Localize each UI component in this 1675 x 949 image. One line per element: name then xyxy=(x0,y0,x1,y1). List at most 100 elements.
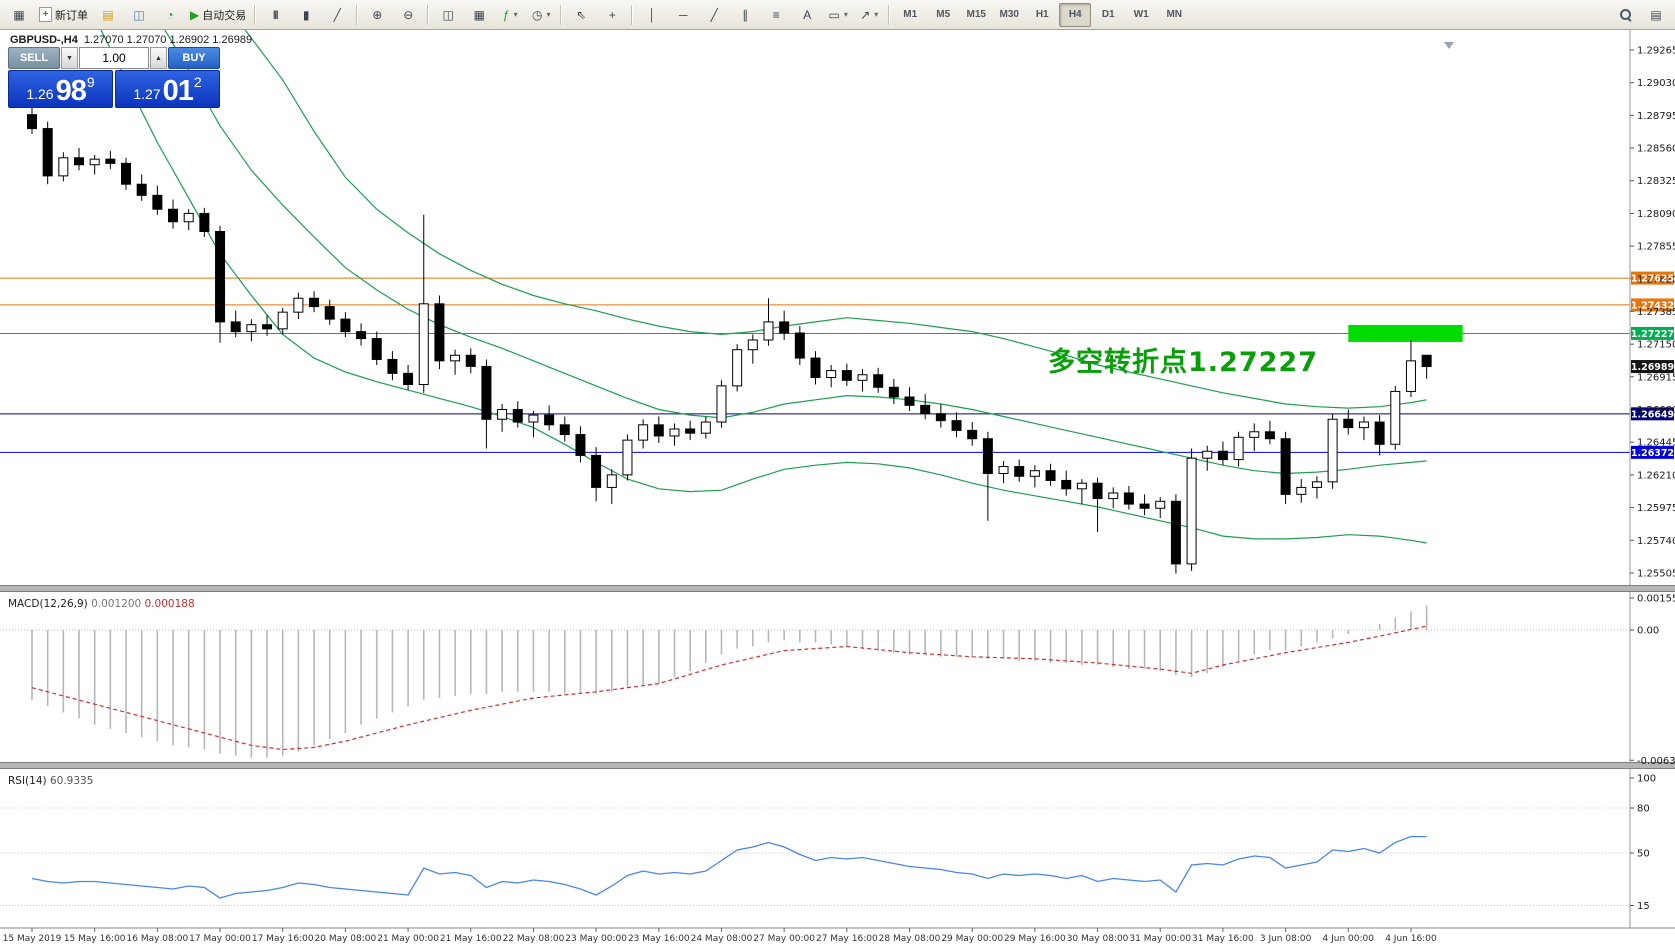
timeframe-h1[interactable]: H1 xyxy=(1035,9,1049,20)
volume-input[interactable] xyxy=(79,47,149,69)
price-tick-label: 1.25505 xyxy=(1637,568,1675,579)
panel-splitter[interactable] xyxy=(0,762,1675,769)
toolbar-separator xyxy=(356,4,359,25)
timeframe-h4[interactable]: H4 xyxy=(1059,2,1092,27)
timeframe-m15[interactable]: M15 xyxy=(966,9,986,20)
zoom-in-button[interactable]: ⊕ xyxy=(362,3,392,27)
rsi-line xyxy=(31,835,1427,899)
price-tag xyxy=(1631,298,1674,312)
volume-increase-button[interactable]: ▲ xyxy=(150,47,167,69)
macd-signal-line xyxy=(31,625,1427,751)
price-tick-label: 1.25975 xyxy=(1637,503,1675,514)
vertical-line-button[interactable]: │ xyxy=(637,3,667,27)
fibonacci-button[interactable]: ≡ xyxy=(761,3,791,27)
price-tag xyxy=(1631,271,1674,285)
zoom-out-button[interactable]: ⊖ xyxy=(393,3,423,27)
trendline-icon: ╱ xyxy=(710,7,718,22)
price-tag xyxy=(1631,445,1674,459)
svg-text:17 May 16:00: 17 May 16:00 xyxy=(252,934,314,944)
svg-text:28 May 08:00: 28 May 08:00 xyxy=(879,934,941,944)
svg-text:16 May 08:00: 16 May 08:00 xyxy=(127,934,189,944)
arrow-tool-icon: ↗ xyxy=(860,7,871,22)
volume-decrease-button[interactable]: ▼ xyxy=(61,47,78,69)
profiles-button[interactable]: ▤ xyxy=(93,3,123,27)
toolbar-separator xyxy=(631,4,634,25)
text-tool-button[interactable]: A xyxy=(792,3,822,27)
ohlc-values: 1.27070 1.27070 1.26902 1.26989 xyxy=(83,34,253,46)
cursor-button[interactable]: ⇖ xyxy=(566,3,596,27)
pivot-annotation-text: 多空转折点1.27227 xyxy=(1048,347,1318,378)
buy-button[interactable]: BUY xyxy=(168,47,220,69)
bar-chart-button[interactable]: ||| xyxy=(260,3,290,27)
bar-chart-icon: ||| xyxy=(272,9,278,19)
text-tool-icon: A xyxy=(803,7,812,22)
price-tick-label: 1.27150 xyxy=(1637,340,1675,351)
time-axis[interactable] xyxy=(0,927,1675,932)
horizontal-line-button[interactable]: ─ xyxy=(668,3,698,27)
crosshair-button[interactable]: + xyxy=(597,3,627,27)
indicators-button[interactable]: ƒ ▾ xyxy=(495,3,525,27)
sell-quote-button[interactable]: 1.26 98 9 xyxy=(8,70,113,108)
new-chart-button[interactable]: ▦ xyxy=(4,3,34,27)
svg-text:23 May 16:00: 23 May 16:00 xyxy=(628,934,690,944)
svg-text:50: 50 xyxy=(1637,849,1650,860)
svg-text:20 May 08:00: 20 May 08:00 xyxy=(315,934,377,944)
chart-window: 1.29265 1.29030 1.28795 1.28560 1.28325 1.280… xyxy=(0,30,1675,949)
periods-button[interactable]: ◷ ▾ xyxy=(526,3,556,27)
toolbar-separator xyxy=(560,4,563,25)
chart-list-icon: ▤ xyxy=(1650,7,1662,22)
sell-price-prefix: 1.26 xyxy=(26,86,54,102)
autotrading-button[interactable]: ▶ 自动交易 xyxy=(186,3,250,27)
grid-button[interactable]: ▦ xyxy=(464,3,494,27)
pivot-highlight-rect[interactable] xyxy=(1348,324,1463,342)
chart-canvas[interactable]: 1.29265 1.29030 1.28795 1.28560 1.28325 1.280… xyxy=(0,30,1675,949)
timeframe-m30[interactable]: M30 xyxy=(999,9,1019,20)
zoom-in-icon: ⊕ xyxy=(372,7,383,22)
tile-windows-button[interactable]: ◫ xyxy=(433,3,463,27)
candlestick-chart-button[interactable]: ▮ xyxy=(291,3,321,27)
trendline-button[interactable]: ╱ xyxy=(699,3,729,27)
fibonacci-icon: ≡ xyxy=(772,7,780,22)
svg-text:15: 15 xyxy=(1637,901,1650,912)
sell-price-pip: 9 xyxy=(86,74,95,90)
buy-quote-button[interactable]: 1.27 01 2 xyxy=(115,70,220,108)
svg-text:30 May 08:00: 30 May 08:00 xyxy=(1067,934,1129,944)
navigator-button[interactable]: ◔ xyxy=(155,3,185,27)
sell-button[interactable]: SELL xyxy=(8,47,60,69)
line-chart-button[interactable]: ╱ xyxy=(322,3,352,27)
rsi-panel: RSI(14) 60.9335 xyxy=(0,775,1634,906)
chevron-down-icon: ▾ xyxy=(843,10,848,19)
one-click-trading-panel: SELL ▼ ▲ BUY 1.26 98 9 1.27 01 2 xyxy=(8,47,220,108)
timeframe-m5[interactable]: M5 xyxy=(936,9,951,20)
panel-splitter[interactable] xyxy=(0,585,1675,592)
timeframe-m1[interactable]: M1 xyxy=(903,9,918,20)
navigator-icon: ◔ xyxy=(166,7,174,22)
arrows-button[interactable]: ↗ ▾ xyxy=(854,3,884,27)
new-order-button[interactable]: + 新订单 xyxy=(35,3,92,27)
buy-price-prefix: 1.27 xyxy=(133,86,161,102)
price-tick-label: 1.28560 xyxy=(1637,144,1675,155)
market-watch-button[interactable]: ◫ xyxy=(124,3,154,27)
svg-text:31 May 16:00: 31 May 16:00 xyxy=(1192,934,1254,944)
timeframe-mn[interactable]: MN xyxy=(1166,9,1183,20)
crosshair-icon: + xyxy=(608,7,616,22)
price-tick-label: 1.29030 xyxy=(1637,78,1675,89)
svg-text:22 May 08:00: 22 May 08:00 xyxy=(503,934,565,944)
price-tick-label: 1.26915 xyxy=(1637,372,1675,383)
channel-button[interactable]: ∥ xyxy=(730,3,760,27)
timeframe-d1[interactable]: D1 xyxy=(1101,9,1115,20)
toolbar: ▦ + 新订单 ▤ ◫ ◔ ▶ 自动交易 ||| ▮ ╱ ⊕ ⊖ ◫ ▦ ƒ ▾ … xyxy=(0,0,1675,30)
toolbar-separator xyxy=(427,4,430,25)
shapes-button[interactable]: ▭ ▾ xyxy=(823,3,853,27)
line-chart-icon: ╱ xyxy=(333,7,341,22)
timeframe-w1[interactable]: W1 xyxy=(1133,9,1149,20)
price-tick-label: 1.26680 xyxy=(1637,405,1675,416)
price-tick-label: 1.29265 xyxy=(1637,46,1675,57)
periods-icon: ◷ xyxy=(531,7,543,22)
candlestick-icon: ▮ xyxy=(302,7,310,22)
search-icon xyxy=(1619,8,1632,21)
chart-list-button[interactable]: ▤ xyxy=(1641,3,1671,27)
new-order-icon: + xyxy=(39,7,52,22)
price-tick-label: 1.28795 xyxy=(1637,111,1675,122)
search-button[interactable] xyxy=(1610,3,1640,27)
